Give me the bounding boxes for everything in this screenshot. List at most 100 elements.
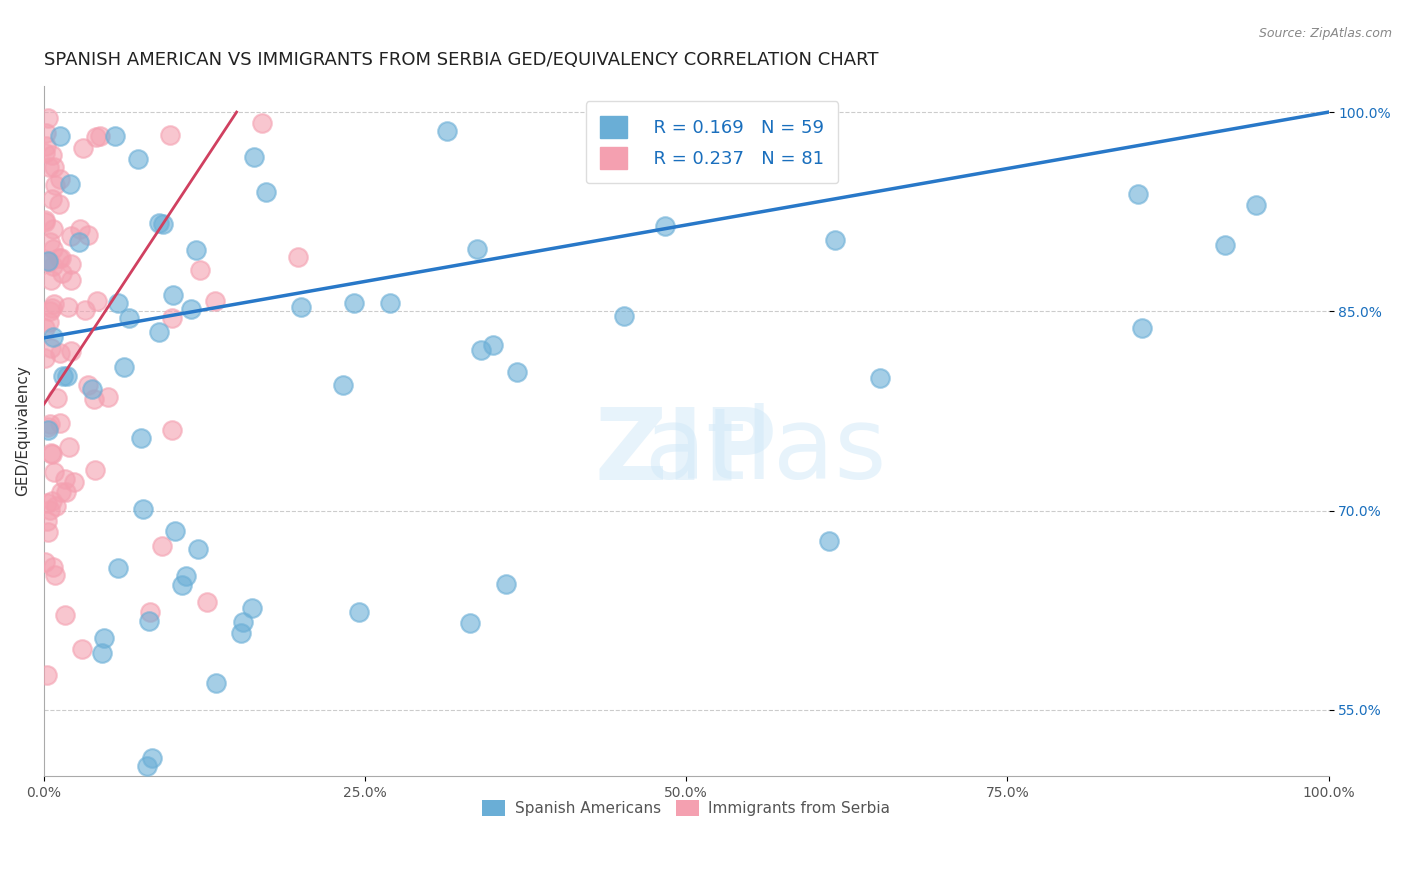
Point <box>69 222 91 236</box>
Point <box>62 475 84 489</box>
Point <box>654 219 676 233</box>
Point <box>86 294 108 309</box>
Point <box>42 330 65 344</box>
Point <box>52 368 75 383</box>
Point <box>72 641 94 656</box>
Point <box>83 463 105 477</box>
Point <box>436 124 458 138</box>
Point <box>148 326 170 340</box>
Point <box>38 255 60 269</box>
Point <box>53 607 76 622</box>
Point <box>49 417 72 431</box>
Point <box>67 235 90 250</box>
Point <box>205 676 228 690</box>
Point <box>42 222 65 236</box>
Point <box>48 172 70 186</box>
Point <box>44 567 66 582</box>
Point <box>41 192 63 206</box>
Point <box>84 130 107 145</box>
Point <box>290 301 312 315</box>
Point <box>91 646 114 660</box>
Point <box>34 351 56 366</box>
Point <box>165 524 187 538</box>
Point <box>136 759 159 773</box>
Point <box>48 251 70 265</box>
Point <box>150 539 173 553</box>
Point <box>38 417 60 431</box>
Point <box>139 605 162 619</box>
Point <box>240 600 263 615</box>
Point <box>37 254 59 268</box>
Point <box>243 150 266 164</box>
Point <box>152 217 174 231</box>
Point <box>141 751 163 765</box>
Point <box>80 383 103 397</box>
Point <box>34 213 56 227</box>
Point <box>51 251 73 265</box>
Point <box>42 242 65 256</box>
Point <box>254 186 277 200</box>
Point <box>41 259 63 273</box>
Point <box>41 147 63 161</box>
Point <box>39 235 62 249</box>
Point <box>49 346 72 360</box>
Point <box>287 250 309 264</box>
Point <box>172 578 194 592</box>
Point <box>44 296 66 310</box>
Text: ZIP: ZIP <box>595 403 778 500</box>
Point <box>250 116 273 130</box>
Point <box>613 310 636 324</box>
Point <box>131 431 153 445</box>
Point <box>35 139 58 153</box>
Point <box>34 555 56 569</box>
Point <box>174 569 197 583</box>
Point <box>34 215 56 229</box>
Point <box>332 378 354 392</box>
Point <box>76 227 98 242</box>
Point <box>347 605 370 619</box>
Point <box>37 496 59 510</box>
Point <box>204 293 226 308</box>
Point <box>55 485 77 500</box>
Point <box>132 502 155 516</box>
Point <box>39 446 62 460</box>
Point <box>59 257 82 271</box>
Point <box>38 314 60 328</box>
Point <box>38 304 60 318</box>
Point <box>188 262 211 277</box>
Point <box>38 503 60 517</box>
Point <box>39 273 62 287</box>
Point <box>104 128 127 143</box>
Point <box>38 160 60 174</box>
Point <box>162 288 184 302</box>
Point <box>44 465 66 479</box>
Text: atlas: atlas <box>486 403 886 500</box>
Point <box>37 253 59 268</box>
Point <box>44 178 66 193</box>
Point <box>180 302 202 317</box>
Point <box>37 514 59 528</box>
Point <box>378 296 401 310</box>
Point <box>59 178 82 192</box>
Point <box>184 244 207 258</box>
Point <box>34 321 56 335</box>
Point <box>58 440 80 454</box>
Point <box>41 301 63 315</box>
Point <box>59 343 82 358</box>
Point <box>187 542 209 557</box>
Point <box>1213 238 1236 252</box>
Point <box>83 392 105 407</box>
Point <box>343 296 366 310</box>
Point <box>195 595 218 609</box>
Point <box>1244 198 1267 212</box>
Point <box>138 614 160 628</box>
Point <box>107 561 129 575</box>
Point <box>465 242 488 256</box>
Point <box>824 233 846 247</box>
Point <box>1126 186 1149 201</box>
Point <box>45 499 67 513</box>
Point <box>127 153 149 167</box>
Point <box>34 146 56 161</box>
Point <box>506 365 529 379</box>
Point <box>458 615 481 630</box>
